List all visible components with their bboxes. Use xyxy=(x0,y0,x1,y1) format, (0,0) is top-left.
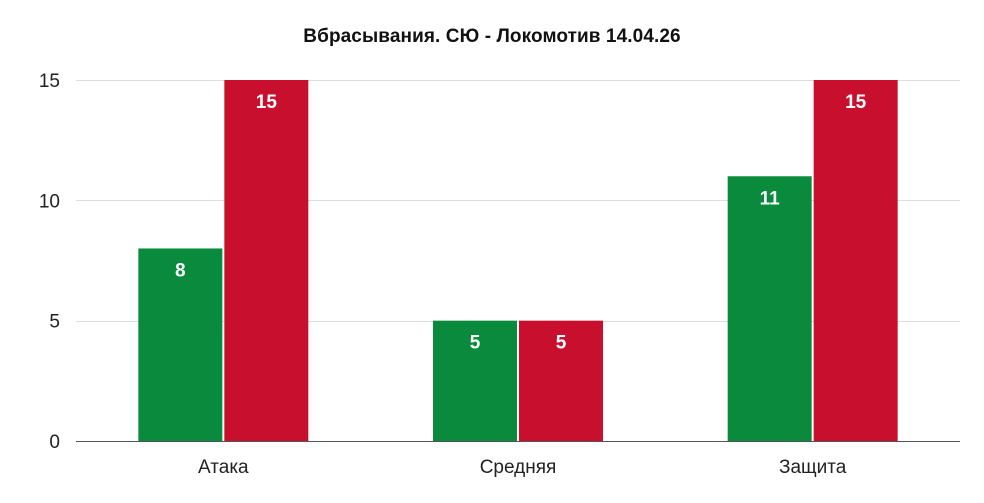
chart-title: Вбрасывания. СЮ - Локомотив 14.04.26 xyxy=(303,26,681,47)
y-tick-label: 15 xyxy=(39,71,60,92)
y-tick-label: 0 xyxy=(49,432,60,453)
bar-value-label: 5 xyxy=(556,333,567,354)
bar xyxy=(224,80,309,441)
bar xyxy=(813,80,898,441)
bar xyxy=(519,320,603,441)
bar-value-label: 8 xyxy=(175,260,186,281)
bar-value-label: 5 xyxy=(470,333,481,354)
bar-value-label: 11 xyxy=(760,188,781,209)
x-category-label: Атака xyxy=(198,457,249,478)
bar xyxy=(433,320,517,441)
bar xyxy=(138,248,223,441)
bar-value-label: 15 xyxy=(256,92,278,113)
bar xyxy=(727,176,812,441)
bar-value-label: 15 xyxy=(845,92,867,113)
y-tick-label: 10 xyxy=(39,191,60,212)
x-category-label: Средняя xyxy=(480,457,557,478)
x-category-label: Защита xyxy=(779,457,847,478)
y-tick-label: 5 xyxy=(49,312,60,333)
